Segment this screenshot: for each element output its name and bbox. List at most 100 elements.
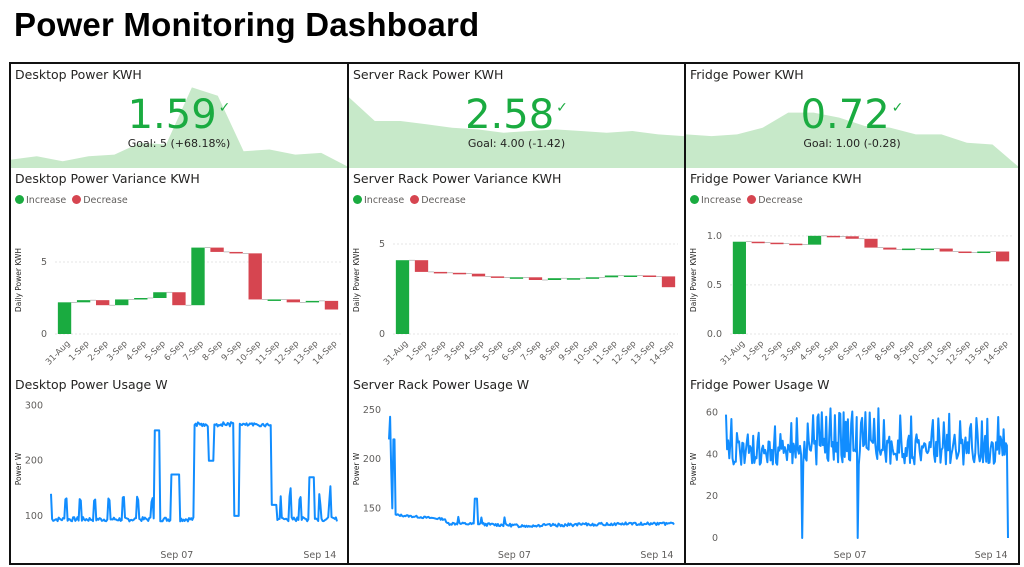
variance-bar[interactable]	[95, 300, 110, 306]
variance-bar[interactable]	[229, 251, 243, 254]
variance-legend: Increase Decrease	[690, 195, 809, 206]
x-tick-label: 1-Sep	[67, 339, 91, 363]
legend-decrease: Decrease	[410, 195, 466, 206]
variance-legend: Increase Decrease	[15, 195, 134, 206]
variance-bar[interactable]	[623, 275, 638, 278]
variance-bar[interactable]	[958, 251, 972, 254]
variance-bar[interactable]	[191, 247, 205, 306]
usage-line[interactable]	[388, 415, 675, 529]
legend-decrease-dot	[410, 195, 420, 204]
kpi-trend-fill	[11, 87, 347, 168]
variance-bar[interactable]	[452, 272, 467, 275]
variance-bar[interactable]	[324, 300, 339, 310]
variance-bar[interactable]	[977, 251, 991, 254]
variance-bar[interactable]	[864, 238, 878, 248]
variance-bar[interactable]	[509, 277, 524, 279]
legend-decrease-label: Decrease	[83, 195, 128, 206]
variance-bar[interactable]	[604, 275, 619, 278]
variance-bar[interactable]	[172, 292, 186, 306]
kpi-title: Desktop Power KWH	[15, 67, 142, 82]
y-tick-label: 0	[41, 329, 47, 340]
variance-bar[interactable]	[547, 278, 562, 280]
variance-title: Desktop Power Variance KWH	[15, 171, 200, 186]
kpi-trend-fill	[686, 112, 1018, 168]
variance-chart: Fridge Power Variance KWH Increase Decreas…	[686, 168, 1018, 374]
variance-bar[interactable]	[920, 248, 934, 251]
variance-bar[interactable]	[115, 299, 129, 306]
usage-title: Fridge Power Usage W	[690, 377, 830, 392]
x-tick-label: 2-Sep	[424, 339, 448, 363]
variance-bar[interactable]	[134, 298, 148, 300]
variance-bar[interactable]	[642, 275, 657, 278]
x-tick-label: 4-Sep	[462, 339, 486, 363]
x-tick-label: Sep 14	[975, 550, 1008, 561]
legend-decrease-dot	[72, 195, 82, 204]
variance-bar[interactable]	[826, 235, 840, 238]
variance-bar[interactable]	[57, 302, 72, 334]
variance-title: Fridge Power Variance KWH	[690, 171, 862, 186]
legend-increase: Increase	[353, 195, 404, 206]
x-tick-label: 7-Sep	[855, 339, 879, 363]
y-tick-label: 200	[25, 456, 43, 467]
variance-bar[interactable]	[996, 251, 1010, 262]
x-tick-label: 6-Sep	[163, 339, 187, 363]
usage-line[interactable]	[50, 421, 338, 523]
variance-bar[interactable]	[585, 277, 600, 279]
usage-plot: 100 200 300 Power W Sep 07 Sep 14 time (bins) …	[14, 401, 338, 563]
variance-bar[interactable]	[789, 243, 803, 246]
legend-increase-label: Increase	[364, 195, 405, 206]
variance-bar[interactable]	[490, 276, 505, 278]
x-tick-label: Sep 07	[498, 550, 531, 561]
variance-plot: 0 5 Daily Power KWH 31-Aug1-Sep2-Sep3-Sep4-…	[14, 247, 341, 367]
variance-bar[interactable]	[433, 271, 448, 274]
legend-increase-label: Increase	[701, 195, 742, 206]
variance-title: Server Rack Power Variance KWH	[353, 171, 562, 186]
variance-bar[interactable]	[661, 276, 676, 288]
x-tick-label: Sep 07	[160, 550, 193, 561]
variance-bar[interactable]	[770, 242, 784, 245]
variance-bar[interactable]	[883, 247, 897, 250]
variance-bar[interactable]	[528, 277, 543, 280]
variance-bar[interactable]	[267, 299, 281, 301]
usage-line[interactable]	[725, 407, 1009, 539]
x-tick-label: 5-Sep	[143, 339, 167, 363]
variance-bar[interactable]	[751, 241, 765, 244]
variance-bar[interactable]	[248, 253, 262, 300]
x-tick-label: 8-Sep	[873, 339, 897, 363]
variance-bar[interactable]	[902, 248, 916, 251]
y-axis-label: Daily Power KWH	[14, 248, 23, 312]
kpi-value-text: 2.58	[465, 92, 555, 138]
kpi-goal: Goal: 1.00 (-0.28)	[803, 137, 901, 150]
variance-bar[interactable]	[732, 241, 746, 334]
variance-bar[interactable]	[395, 260, 410, 334]
x-tick-label: 31-Aug	[382, 339, 410, 367]
variance-bar[interactable]	[566, 278, 581, 280]
variance-bar[interactable]	[471, 273, 486, 277]
variance-bar[interactable]	[210, 247, 224, 252]
x-tick-label: 4-Sep	[124, 339, 148, 363]
kpi-value-text: 1.59	[127, 92, 217, 138]
x-tick-label: 5-Sep	[481, 339, 505, 363]
y-axis-label: Daily Power KWH	[689, 248, 698, 312]
variance-bar[interactable]	[808, 235, 822, 245]
dashboard-title: Power Monitoring Dashboard	[14, 6, 480, 43]
kpi-value: 0.72 ✓	[686, 92, 1018, 138]
variance-bar[interactable]	[305, 300, 320, 303]
kpi-card: Server Rack Power KWH 2.58 ✓ Goal: 4.00 (-1…	[349, 64, 684, 168]
usage-plot: 0 20 40 60 Power W Sep 07 Sep 14 time (bins) Ho…	[689, 407, 1009, 563]
panel-server-rack: Server Rack Power KWH 2.58 ✓ Goal: 4.00 (-1…	[347, 62, 686, 565]
variance-bar[interactable]	[153, 292, 167, 298]
variance-bar[interactable]	[845, 236, 859, 239]
kpi-trend-area	[349, 97, 684, 168]
variance-bar[interactable]	[414, 260, 429, 272]
x-tick-label: 4-Sep	[798, 339, 822, 363]
kpi-goal: Goal: 5 (+68.18%)	[127, 137, 231, 150]
variance-bar[interactable]	[939, 248, 953, 252]
kpi-title: Server Rack Power KWH	[353, 67, 504, 82]
y-tick-label: 0	[379, 329, 385, 340]
kpi-title: Fridge Power KWH	[690, 67, 804, 82]
variance-bar[interactable]	[286, 299, 301, 303]
x-tick-label: 5-Sep	[817, 339, 841, 363]
variance-bar[interactable]	[76, 300, 91, 303]
legend-decrease-dot	[747, 195, 757, 204]
